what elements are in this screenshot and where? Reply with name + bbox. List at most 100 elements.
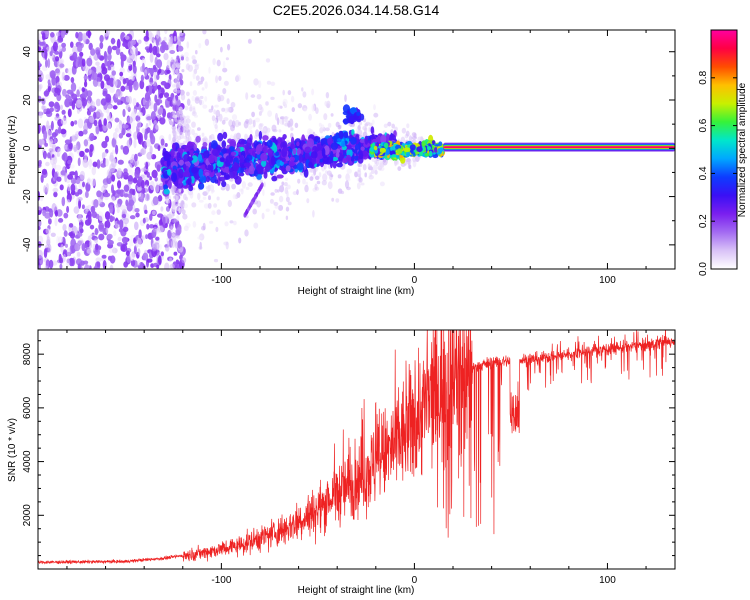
spectrogram-point	[117, 236, 122, 242]
spectrogram-point	[232, 194, 237, 200]
spectrogram-point	[121, 236, 129, 244]
spectrogram-point	[43, 248, 48, 258]
spectrogram-point	[90, 177, 96, 187]
spectrogram-point	[132, 97, 137, 107]
spectrogram-point	[191, 55, 196, 61]
spectrogram-point	[128, 238, 134, 247]
spectrogram-y-tick-label: 0	[22, 145, 33, 151]
spectrogram-point	[262, 189, 265, 197]
spectrogram-point	[175, 89, 181, 94]
spectrogram-point	[141, 180, 145, 189]
spectrogram-plot	[38, 30, 675, 269]
spectrogram-point	[303, 107, 308, 112]
spectrogram-point	[194, 64, 199, 71]
spectrogram-point	[266, 139, 273, 148]
spectrogram-point	[89, 132, 95, 142]
spectrogram-x-tick-label: -100	[211, 275, 231, 286]
spectrogram-point	[253, 78, 259, 86]
spectrogram-point	[222, 131, 228, 140]
spectrogram-point	[51, 132, 57, 138]
spectrogram-point	[156, 59, 163, 69]
spectrogram-point	[176, 195, 180, 203]
spectrogram-point	[81, 97, 88, 107]
spectrogram-point	[210, 140, 218, 150]
spectrogram-point	[107, 104, 112, 109]
spectrogram-point	[216, 209, 221, 215]
spectrogram-point	[428, 150, 433, 157]
spectrogram-point	[49, 209, 54, 218]
spectrogram-point	[273, 201, 279, 206]
spectrogram-point	[111, 174, 116, 182]
spectrogram-point	[143, 69, 148, 77]
spectrogram-point	[176, 100, 181, 106]
spectrogram-point	[163, 92, 170, 98]
spectrogram-point	[62, 152, 68, 162]
spectrogram-point	[321, 147, 326, 157]
spectrogram-point	[391, 123, 396, 129]
spectrogram-point	[84, 80, 88, 88]
spectrogram-point	[115, 144, 119, 155]
spectrogram-point	[186, 91, 190, 97]
spectrogram-point	[238, 158, 245, 163]
spectrogram-point	[61, 71, 65, 81]
spectrogram-point	[85, 190, 89, 198]
spectrogram-point	[167, 168, 172, 176]
spectrogram-point	[321, 180, 327, 186]
spectrogram-point	[172, 212, 175, 217]
spectrogram-point	[281, 117, 285, 126]
spectrogram-point	[183, 140, 187, 144]
spectrogram-point	[208, 66, 211, 74]
spectrogram-point	[211, 105, 214, 111]
spectrogram-point	[261, 127, 266, 132]
spectrogram-point	[385, 133, 390, 142]
spectrogram-point	[340, 190, 345, 195]
spectrogram-point	[126, 202, 133, 212]
spectrogram-point	[311, 104, 316, 112]
spectrogram-point	[260, 152, 268, 162]
spectrogram-point	[159, 92, 164, 99]
snr-frame	[37, 329, 676, 570]
spectrogram-point	[117, 167, 122, 178]
spectrogram-point	[217, 93, 221, 99]
spectrogram-point	[325, 127, 330, 132]
spectrogram-point	[134, 221, 139, 231]
spectrogram-point	[132, 65, 137, 74]
spectrogram-point	[72, 45, 79, 55]
spectrogram-point	[228, 168, 234, 173]
spectrogram-point	[179, 192, 183, 197]
spectrogram-point	[287, 201, 292, 206]
spectrogram-point	[61, 109, 66, 115]
spectrogram-point	[255, 192, 259, 197]
spectrogram-point	[170, 225, 174, 233]
spectrogram-point	[343, 131, 349, 138]
spectrogram-point	[70, 41, 74, 48]
spectrogram-point	[260, 159, 267, 167]
spectrogram-point	[264, 165, 271, 172]
spectrogram-point	[177, 147, 184, 153]
spectrogram-point	[267, 110, 272, 117]
spectrogram-point	[325, 92, 330, 99]
spectrogram-point	[396, 148, 403, 155]
spectrogram-point	[38, 159, 42, 166]
spectrogram-point	[159, 117, 166, 125]
spectrogram-point	[77, 232, 83, 237]
spectrogram-point	[126, 57, 131, 62]
spectrogram-point	[185, 118, 191, 124]
spectrogram-point	[202, 196, 207, 200]
spectrogram-point	[87, 30, 91, 39]
spectrogram-point	[356, 182, 361, 190]
spectrogram-point	[438, 141, 443, 146]
spectrogram-point	[80, 260, 85, 266]
spectrogram-point	[106, 219, 110, 229]
spectrogram-point	[101, 141, 108, 149]
spectrogram-point	[83, 75, 89, 80]
spectrogram-point	[79, 150, 85, 158]
spectrogram-point	[222, 60, 226, 69]
spectrogram-point	[287, 121, 292, 128]
spectrogram-point	[127, 163, 133, 173]
spectrogram-point	[88, 240, 93, 249]
spectrogram-point	[38, 210, 42, 215]
spectrogram-point	[55, 56, 60, 62]
spectrogram-point	[225, 155, 232, 164]
